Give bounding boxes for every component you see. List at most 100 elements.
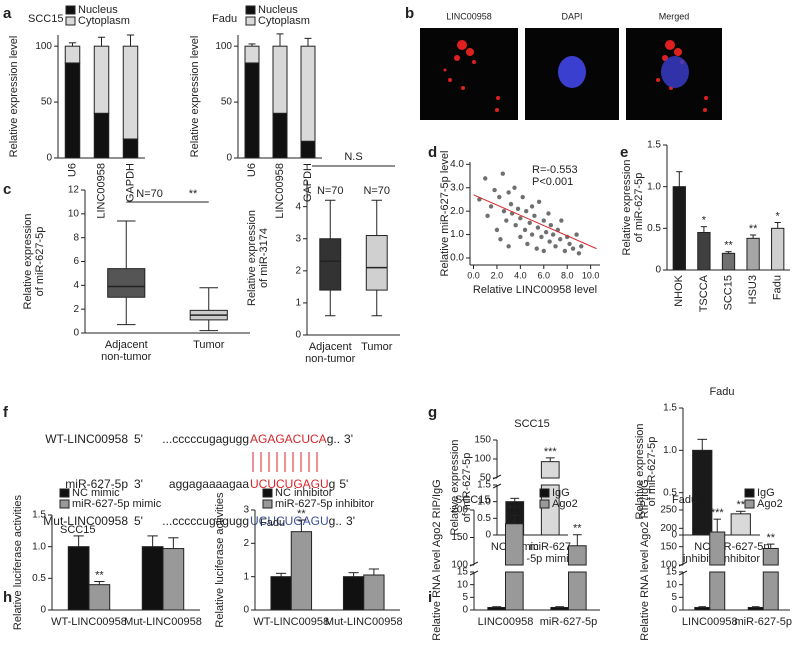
bar <box>692 449 713 536</box>
x-tick-label: non-tumor <box>305 353 355 365</box>
point <box>524 208 529 214</box>
x-tick-label: Mut-LINC00958 <box>325 616 403 628</box>
bar <box>162 548 185 611</box>
y-tick-label: 5 <box>462 592 468 603</box>
y-tick-label: 50 <box>480 473 492 484</box>
point <box>546 211 551 216</box>
point <box>488 204 494 209</box>
axis-break <box>678 561 688 567</box>
y-tick-label: 1.0 <box>663 445 677 456</box>
point <box>539 234 544 240</box>
y-tick-label: 4.0 <box>450 159 464 170</box>
point <box>535 225 541 230</box>
sequence-rest: UCUCUGAGUg.. 3' <box>250 514 355 528</box>
y-tick-label: 1.5 <box>663 403 677 414</box>
significance: ** <box>95 569 104 581</box>
y-tick-label: 6 <box>73 256 79 267</box>
y-tick-label: 0 <box>462 605 468 616</box>
point <box>485 213 490 219</box>
y-tick-label: 1.5 <box>32 510 46 521</box>
y-tick-label: 1 <box>243 571 249 582</box>
sequence-end: 5' <box>339 477 348 491</box>
legend-label: NC inhibitor <box>275 487 333 499</box>
significance: * <box>702 215 707 227</box>
y-tick-label: 15 <box>457 567 469 578</box>
legend-swatch <box>245 5 256 15</box>
point <box>541 248 546 254</box>
legend-swatch <box>65 16 76 26</box>
bar <box>762 571 779 611</box>
y-tick-label: 250 <box>660 505 677 516</box>
x-axis-label: Relative LINC00958 level <box>473 284 597 296</box>
point <box>534 246 539 251</box>
x-tick-label: Adjacent <box>309 341 352 353</box>
point <box>483 176 488 181</box>
image-label: DAPI <box>561 11 582 21</box>
y-tick-label: 2 <box>73 304 79 315</box>
point <box>518 234 523 240</box>
sequence-end: 3' <box>134 477 143 491</box>
y-tick-label: 150 <box>451 532 468 543</box>
point <box>492 187 497 193</box>
point <box>494 227 500 233</box>
y-tick-label: 0 <box>46 153 52 164</box>
panel-label: c <box>3 181 11 198</box>
x-tick-label: miR-627 <box>529 541 571 553</box>
y-tick-label: 0.0 <box>450 253 464 264</box>
y-axis-label: Relative luciferase activities <box>12 494 24 630</box>
annotation: ** <box>189 188 198 200</box>
point <box>515 206 521 212</box>
significance: ** <box>766 532 775 544</box>
bar-segment <box>300 45 316 142</box>
y-axis-label: of miR-3174 <box>258 228 270 288</box>
nucleus-merged <box>661 56 689 88</box>
box <box>107 268 146 298</box>
legend-label: Cytoplasm <box>258 15 310 27</box>
y-tick-label: 100 <box>35 41 52 52</box>
bar <box>505 571 524 611</box>
sequence-part: ...cccccugagugg <box>162 514 249 528</box>
bar-segment <box>93 45 110 114</box>
legend-label: miR-627-5p inhibitor <box>275 498 374 510</box>
point <box>504 218 509 223</box>
x-tick-label: LINC00958 <box>478 616 534 628</box>
y-tick-label: 1.0 <box>450 229 464 240</box>
bar <box>694 606 711 611</box>
bar-segment <box>244 45 260 64</box>
x-tick-label: TSCCA <box>698 274 710 312</box>
legend-label: IgG <box>552 487 570 499</box>
bar <box>730 513 751 536</box>
x-tick-label: inhibitor <box>721 553 760 565</box>
y-tick-label: 0 <box>671 530 677 541</box>
bar-segment <box>64 45 81 64</box>
point <box>527 220 532 226</box>
significance: * <box>776 210 781 222</box>
x-tick-label: WT-LINC00958 <box>253 616 329 628</box>
y-tick-label: 2 <box>295 265 301 276</box>
axis-break <box>492 474 502 480</box>
sequence-end: 3' <box>344 432 353 446</box>
bar <box>290 531 313 611</box>
legend-label: NC mimic <box>72 487 120 499</box>
legend-swatch <box>539 499 550 509</box>
legend-swatch <box>59 488 70 498</box>
bar-segment <box>272 112 288 159</box>
bar <box>550 606 569 611</box>
y-tick-label: 100 <box>215 41 232 52</box>
sequence-part: AGAGACUCA <box>250 432 327 446</box>
y-tick-label: 0.5 <box>647 223 661 234</box>
bar-segment <box>122 45 139 140</box>
sequence-name: WT-LINC00958 <box>45 432 128 446</box>
x-tick-label: HSU3 <box>747 275 759 304</box>
bar-segment <box>64 62 81 159</box>
bar <box>141 546 164 611</box>
legend-swatch <box>744 488 755 498</box>
y-tick-label: 8 <box>73 232 79 243</box>
x-tick-label: GAPDH <box>124 163 136 202</box>
x-tick-label: LINC00958 <box>95 163 107 219</box>
y-axis-label: of miR-627-5p <box>646 437 658 507</box>
annotation: N=70 <box>363 185 390 197</box>
sequence-part: g.. <box>327 432 340 446</box>
point <box>562 248 568 254</box>
legend-swatch <box>539 488 550 498</box>
